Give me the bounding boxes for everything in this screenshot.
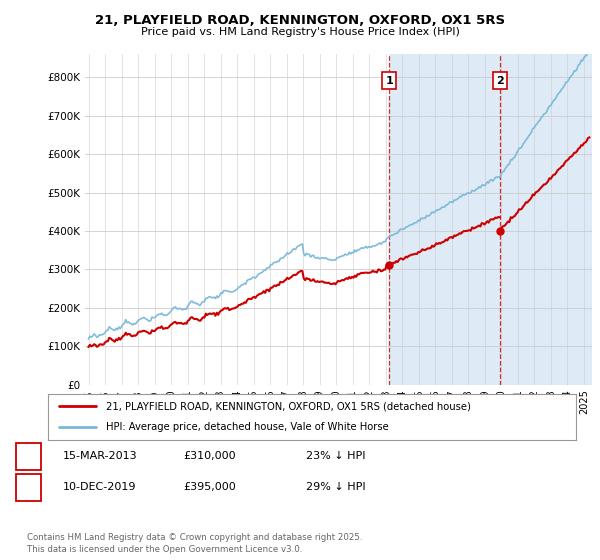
Bar xyxy=(389,54,500,385)
Text: 15-MAR-2013: 15-MAR-2013 xyxy=(63,451,137,461)
Text: 2: 2 xyxy=(496,76,504,86)
Text: 23% ↓ HPI: 23% ↓ HPI xyxy=(306,451,365,461)
Text: 21, PLAYFIELD ROAD, KENNINGTON, OXFORD, OX1 5RS (detached house): 21, PLAYFIELD ROAD, KENNINGTON, OXFORD, … xyxy=(106,401,471,411)
Text: 10-DEC-2019: 10-DEC-2019 xyxy=(63,482,137,492)
Text: Contains HM Land Registry data © Crown copyright and database right 2025.
This d: Contains HM Land Registry data © Crown c… xyxy=(27,533,362,554)
Text: 29% ↓ HPI: 29% ↓ HPI xyxy=(306,482,365,492)
Text: 1: 1 xyxy=(24,450,32,463)
Bar xyxy=(500,54,592,385)
Text: 1: 1 xyxy=(385,76,393,86)
Text: 2: 2 xyxy=(24,480,32,494)
Text: £310,000: £310,000 xyxy=(183,451,236,461)
Text: 21, PLAYFIELD ROAD, KENNINGTON, OXFORD, OX1 5RS: 21, PLAYFIELD ROAD, KENNINGTON, OXFORD, … xyxy=(95,14,505,27)
Text: HPI: Average price, detached house, Vale of White Horse: HPI: Average price, detached house, Vale… xyxy=(106,422,389,432)
Text: Price paid vs. HM Land Registry's House Price Index (HPI): Price paid vs. HM Land Registry's House … xyxy=(140,27,460,37)
Text: £395,000: £395,000 xyxy=(183,482,236,492)
